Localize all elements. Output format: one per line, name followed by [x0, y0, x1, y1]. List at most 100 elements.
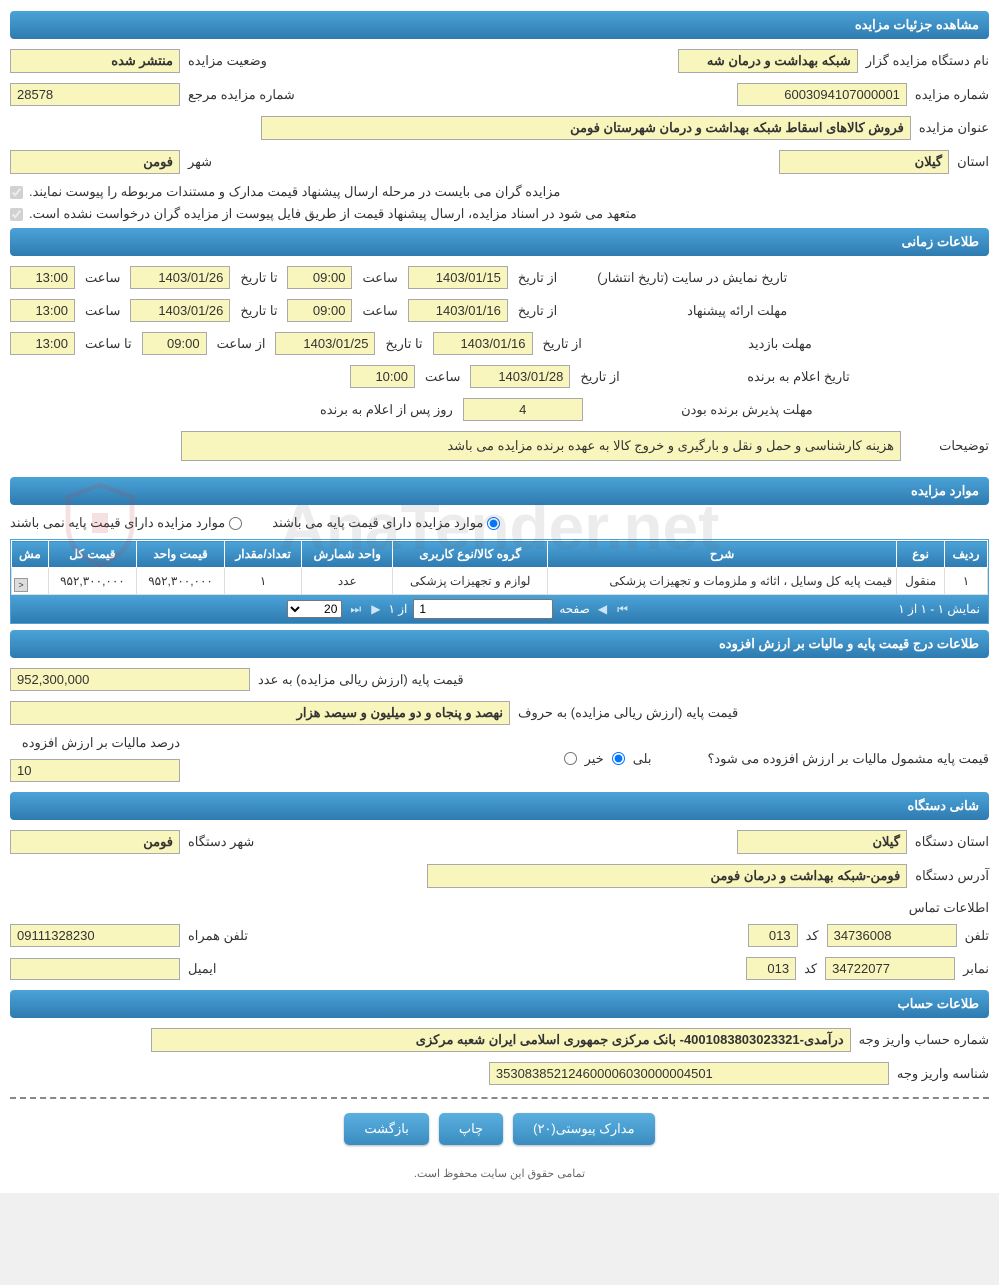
to-date-label-2: تا تاریخ: [240, 303, 277, 319]
cell-unit-price: ۹۵۲,۳۰۰,۰۰۰: [136, 568, 224, 595]
col-unit-price: قیمت واحد: [136, 541, 224, 568]
cell-total-price: ۹۵۲,۳۰۰,۰۰۰: [48, 568, 136, 595]
time-label-4: ساعت: [425, 369, 460, 385]
row5-value: 4: [463, 398, 583, 421]
print-button[interactable]: چاپ: [439, 1113, 503, 1145]
time-row1-label: تاریخ نمایش در سایت (تاریخ انتشار): [567, 270, 787, 286]
time-row5-label: مهلت پذیرش برنده بودن: [593, 402, 813, 418]
section-account-header: طلاعات حساب: [10, 990, 989, 1018]
section-org-header: شانی دستگاه: [10, 792, 989, 820]
from-date-label-4: از تاریخ: [580, 369, 619, 385]
time-row4-label: تاریخ اعلام به برنده: [630, 369, 850, 385]
from-time-label-3: از ساعت: [217, 336, 266, 352]
vat-yes-label: بلی: [633, 751, 652, 767]
back-button[interactable]: بازگشت: [344, 1113, 428, 1145]
cell-type: منقول: [897, 568, 945, 595]
col-group: گروه کالا/نوع کاربری: [393, 541, 548, 568]
mobile-value: 09111328230: [10, 924, 180, 947]
from-date-label-2: از تاریخ: [518, 303, 557, 319]
number-value: 6003094107000001: [737, 83, 907, 106]
from-date-label-1: از تاریخ: [518, 270, 557, 286]
row3-to-date: 1403/01/25: [275, 332, 375, 355]
cell-scroll: <: [12, 568, 49, 595]
note2-checkbox: [10, 208, 23, 221]
col-qty: تعداد/مقدار: [225, 541, 302, 568]
section-time-header: طلاعات زمانی: [10, 228, 989, 256]
vat-yes-radio[interactable]: [612, 752, 625, 765]
pager-page-label: صفحه: [559, 602, 589, 616]
row4-from-date: 1403/01/28: [470, 365, 570, 388]
attachments-button[interactable]: مدارک پیوستی(۲۰): [513, 1113, 654, 1145]
section-vat-header: طلاعات درج قیمت پایه و مالیات بر ارزش اف…: [10, 630, 989, 658]
province-value: گیلان: [779, 150, 949, 174]
ref-label: شماره مزایده مرجع: [188, 87, 295, 103]
title-value: فروش کالاهای اسقاط شبکه بهداشت و درمان ش…: [261, 116, 911, 140]
row1-to-time: 13:00: [10, 266, 75, 289]
pager-prev-icon[interactable]: ◀: [596, 602, 609, 616]
row2-from-date: 1403/01/16: [408, 299, 508, 322]
vat-no-radio[interactable]: [564, 752, 577, 765]
vat-pct-label: درصد مالیات بر ارزش افزوده: [22, 735, 180, 751]
section-items-header: موارد مزایده: [10, 477, 989, 505]
pager-of-label: از ۱: [388, 602, 407, 616]
pager-next-icon[interactable]: ▶: [369, 602, 382, 616]
row2-to-time: 13:00: [10, 299, 75, 322]
phone-label: تلفن: [965, 928, 989, 944]
to-date-label-3: تا تاریخ: [385, 336, 422, 352]
org-province-value: گیلان: [737, 830, 907, 854]
org-address-label: آدرس دستگاه: [915, 868, 989, 884]
vat-pct-value: 10: [10, 759, 180, 782]
email-value: [10, 958, 180, 980]
pager-page-input[interactable]: [413, 599, 553, 619]
note1-checkbox: [10, 186, 23, 199]
col-desc: شرح: [548, 541, 897, 568]
desc-value: هزینه کارشناسی و حمل و نقل و بارگیری و خ…: [181, 431, 901, 461]
base-num-label: قیمت پایه (ارزش ریالی مزایده) به عدد: [258, 672, 464, 688]
phone-code-value: 013: [748, 924, 798, 947]
row3-to-time: 13:00: [10, 332, 75, 355]
time-row2-label: مهلت ارائه پیشنهاد: [567, 303, 787, 319]
org-province-label: استان دستگاه: [915, 834, 989, 850]
title-label: عنوان مزایده: [919, 120, 989, 136]
time-label-1b: ساعت: [85, 270, 120, 286]
cell-desc: قیمت پایه کل وسایل ، اثاثه و ملزومات و ت…: [548, 568, 897, 595]
acc-label: شماره حساب واریز وجه: [859, 1032, 989, 1048]
org-city-value: فومن: [10, 830, 180, 854]
vat-no-label: خیر: [585, 751, 604, 767]
row4-time: 10:00: [350, 365, 415, 388]
note2-text: متعهد می شود در اسناد مزایده، ارسال پیشن…: [29, 206, 637, 222]
agency-value: شبکه بهداشت و درمان شه: [678, 49, 858, 73]
cell-qty: ۱: [225, 568, 302, 595]
pager-size-select[interactable]: 20: [287, 600, 342, 618]
note1-text: مزایده گران می بایست در مرحله ارسال پیشن…: [29, 184, 560, 200]
fax-code-value: 013: [746, 957, 796, 980]
mobile-label: تلفن همراه: [188, 928, 248, 944]
fax-value: 34722077: [825, 957, 955, 980]
time-row3-label: مهلت بازدید: [592, 336, 812, 352]
fax-label: نمابر: [963, 961, 989, 977]
from-date-label-3: از تاریخ: [543, 336, 582, 352]
radio-no-base[interactable]: [229, 517, 242, 530]
radio-has-base-label: موارد مزایده دارای قیمت پایه می باشند: [272, 515, 483, 531]
copyright-text: تمامی حقوق این سایت محفوظ است.: [10, 1159, 989, 1188]
fax-code-label: کد: [804, 961, 817, 977]
row1-to-date: 1403/01/26: [130, 266, 230, 289]
row1-from-time: 09:00: [287, 266, 352, 289]
col-min: مش: [12, 541, 49, 568]
scroll-right-icon[interactable]: <: [14, 578, 28, 592]
vat-question: قیمت پایه مشمول مالیات بر ارزش افزوده می…: [707, 751, 989, 767]
row5-suffix: روز پس از اعلام به برنده: [320, 402, 453, 418]
radio-has-base[interactable]: [487, 517, 500, 530]
to-time-label-3: تا ساعت: [85, 336, 132, 352]
table-row: ۱ منقول قیمت پایه کل وسایل ، اثاثه و ملز…: [12, 568, 988, 595]
pager-first-icon[interactable]: ⏮: [615, 602, 630, 617]
base-num-value: 952,300,000: [10, 668, 250, 691]
row2-from-time: 09:00: [287, 299, 352, 322]
desc-label: توضیحات: [909, 438, 989, 454]
pager-display: نمایش ۱ - ۱ از ۱: [898, 602, 980, 616]
time-label-2a: ساعت: [362, 303, 397, 319]
col-unit: واحد شمارش: [302, 541, 393, 568]
status-label: وضعیت مزایده: [188, 53, 267, 69]
pager-last-icon[interactable]: ⏭: [348, 602, 363, 617]
time-label-1a: ساعت: [362, 270, 397, 286]
